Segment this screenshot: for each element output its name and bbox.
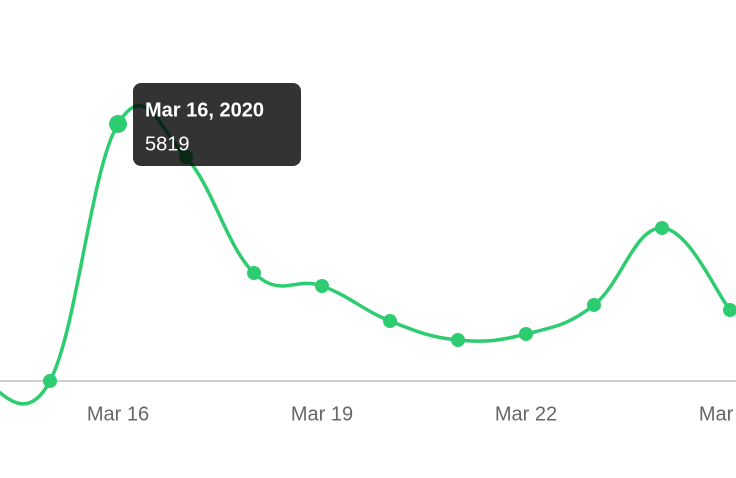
point <box>247 266 261 281</box>
x-tick-label: Mar 16 <box>87 403 149 425</box>
point <box>587 297 601 312</box>
point <box>655 220 669 235</box>
point <box>109 114 127 133</box>
point <box>315 278 329 293</box>
point <box>43 374 57 388</box>
x-tick-label: Mar 19 <box>291 403 353 425</box>
x-tick-label: Mar 22 <box>495 403 557 425</box>
point <box>723 303 736 318</box>
x-tick-label: Mar 25 <box>699 403 736 425</box>
tooltip: Mar 16, 2020 5819 <box>133 82 301 166</box>
point <box>451 333 465 348</box>
tooltip-value: 5819 <box>145 133 190 155</box>
point <box>519 327 533 342</box>
tooltip-box <box>133 82 301 166</box>
line <box>0 104 732 406</box>
point <box>383 314 397 329</box>
tooltip-title: Mar 16, 2020 <box>145 99 264 121</box>
